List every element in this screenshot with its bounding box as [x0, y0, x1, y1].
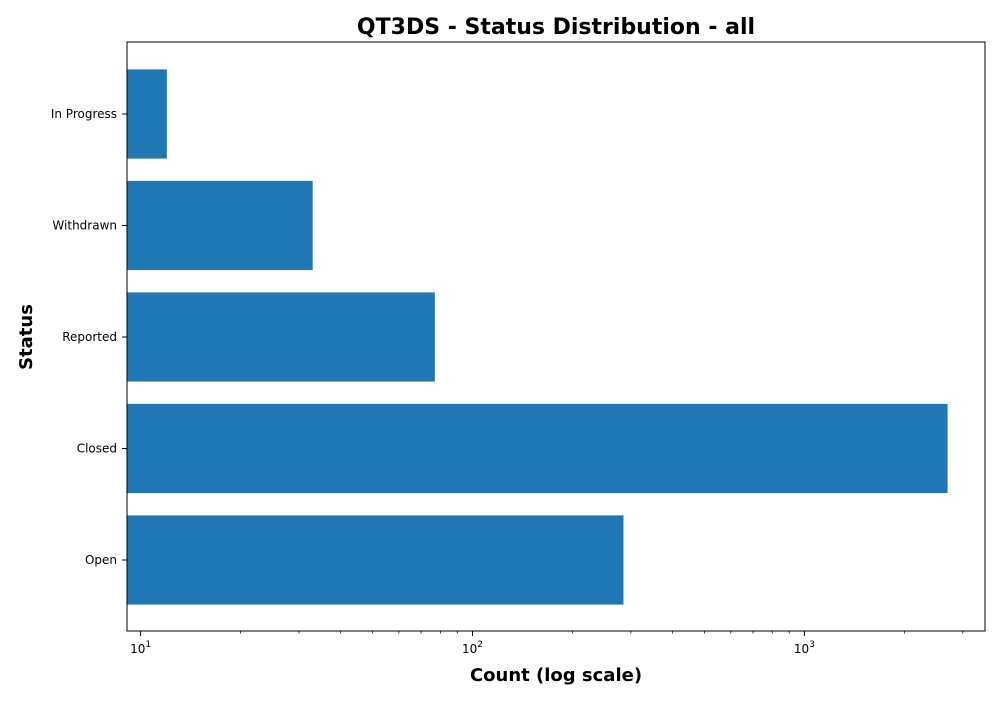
bar-reported	[127, 292, 435, 382]
x-axis-ticks: 101 102 103	[130, 631, 964, 656]
bar-closed	[127, 403, 948, 494]
bars-group	[127, 69, 948, 605]
x-axis-label: Count (log scale)	[470, 665, 642, 686]
bar-withdrawn	[127, 180, 313, 271]
y-tick-label: Withdrawn	[52, 219, 117, 233]
y-tick-label: Reported	[62, 330, 117, 344]
x-tick-label: 103	[794, 640, 815, 656]
bar-in-progress	[127, 69, 167, 159]
y-axis-label: Status	[16, 304, 37, 370]
y-tick-label: Closed	[77, 442, 117, 456]
x-tick-label: 101	[130, 640, 151, 656]
y-tick-label: In Progress	[51, 107, 117, 121]
chart-title: QT3DS - Status Distribution - all	[357, 15, 755, 40]
x-tick-label: 102	[462, 640, 483, 656]
plot-frame	[126, 41, 986, 632]
y-axis-ticks: In Progress Withdrawn Reported Closed Open	[51, 107, 127, 567]
bar-open	[127, 515, 624, 605]
y-tick-label: Open	[85, 553, 117, 567]
